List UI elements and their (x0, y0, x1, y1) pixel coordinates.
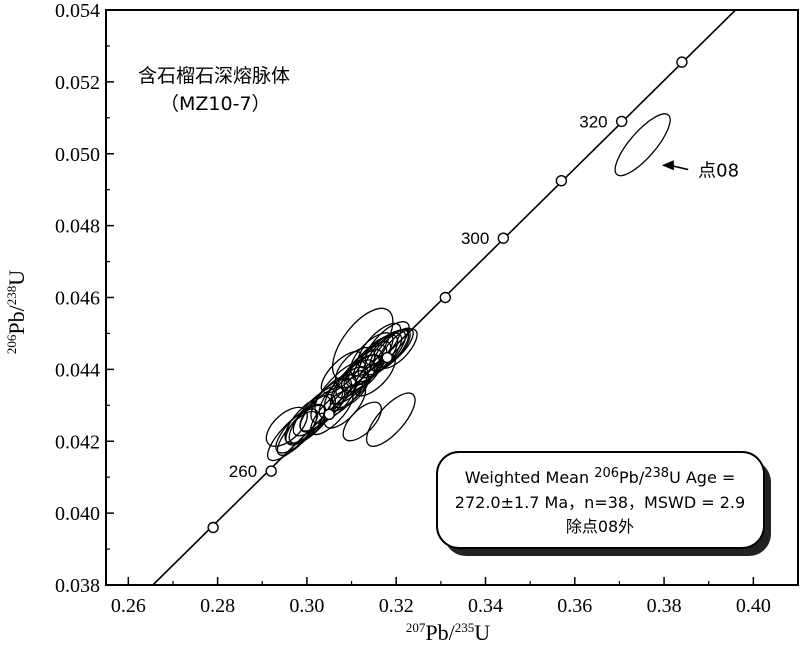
y-tick-label: 0.048 (55, 216, 100, 238)
age-marker (439, 291, 452, 304)
sample-title: 含石榴石深熔脉体 (138, 65, 290, 87)
error-ellipse (353, 353, 396, 397)
y-tick-label: 0.042 (55, 431, 100, 453)
age-marker (381, 351, 393, 364)
x-axis-label: 207Pb/235U (406, 620, 490, 645)
age-marker (497, 232, 510, 244)
y-axis-label: 206Pb/238U (4, 270, 29, 354)
age-label: 320 (579, 112, 607, 131)
y-tick-label: 0.044 (55, 359, 100, 381)
age-marker (615, 115, 628, 128)
age-marker (265, 465, 277, 477)
result-box: Weighted Mean 206Pb/238U Age = 272.0±1.7… (436, 451, 771, 556)
point-08-annotation: 点08 (661, 160, 739, 182)
x-tick-label: 0.32 (379, 595, 414, 617)
y-tick-label: 0.040 (55, 503, 100, 525)
age-marker (207, 521, 219, 534)
age-label: 300 (461, 229, 489, 248)
x-tick-label: 0.40 (736, 595, 771, 617)
y-tick-label: 0.052 (55, 72, 100, 94)
result-line-1: Weighted Mean 206Pb/238U Age = (465, 466, 736, 487)
sample-subtitle: （MZ10-7） (160, 93, 271, 115)
error-ellipse (320, 350, 363, 394)
result-line-3: 除点08外 (566, 517, 634, 536)
x-tick-label: 0.30 (289, 595, 324, 617)
x-tick-label: 0.26 (111, 595, 146, 617)
concordia-age-markers: 260 300 320 (207, 56, 688, 534)
x-tick-label: 0.36 (557, 595, 592, 617)
error-ellipse (331, 307, 394, 381)
y-tick-label: 0.054 (55, 0, 100, 22)
x-tick-label: 0.34 (468, 595, 503, 617)
y-tick-label: 0.050 (55, 144, 100, 166)
age-marker (676, 56, 688, 68)
error-ellipse (614, 113, 671, 177)
error-ellipse (365, 392, 416, 447)
error-ellipses (265, 113, 671, 462)
error-ellipse (323, 383, 367, 429)
result-line-2: 272.0±1.7 Ma，n=38，MSWD = 2.9 (455, 493, 745, 512)
error-ellipse (379, 328, 418, 369)
age-marker (323, 408, 335, 420)
error-ellipse (265, 406, 308, 447)
x-tick-label: 0.38 (647, 595, 682, 617)
x-tick-label: 0.28 (200, 595, 235, 617)
error-ellipse (364, 321, 410, 366)
age-marker (555, 175, 568, 187)
y-tick-label: 0.046 (55, 288, 100, 310)
annotation-label: 点08 (698, 161, 739, 182)
axis-ticks: 0.26 0.28 0.30 0.32 0.34 0.36 0.38 0.40 0.038 0.0… (55, 0, 771, 617)
annotation-arrowhead (661, 160, 674, 171)
y-tick-label: 0.038 (55, 575, 100, 597)
result-box-frame (436, 451, 765, 549)
age-label: 260 (229, 462, 257, 481)
